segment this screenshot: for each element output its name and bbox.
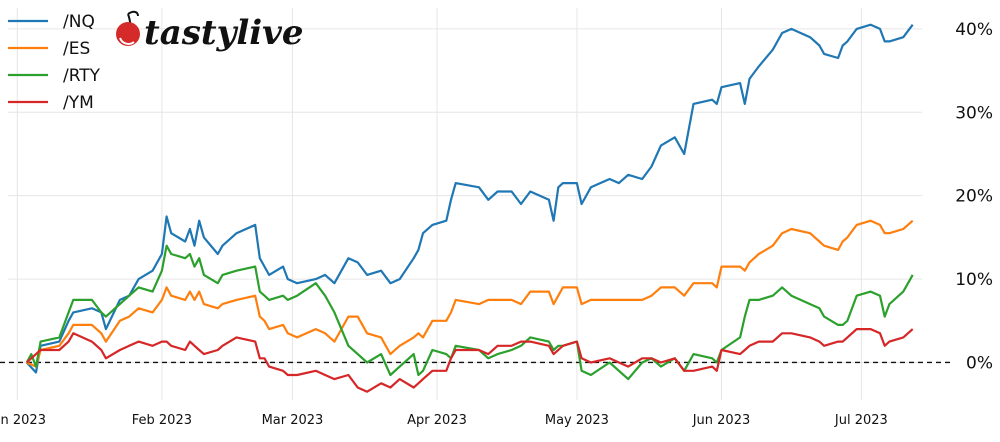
- y-tick-label: 40%: [955, 20, 993, 40]
- y-tick-label: 0%: [966, 353, 993, 373]
- x-tick-label: May 2023: [545, 413, 609, 428]
- cherry-icon: [116, 10, 140, 46]
- y-tick-label: 30%: [955, 103, 993, 123]
- y-tick-label: 20%: [955, 187, 993, 207]
- y-tick-label: 10%: [955, 270, 993, 290]
- legend-label-ym: /YM: [63, 93, 94, 113]
- y-axis-ticks: 0% 10% 20% 30% 40%: [955, 20, 993, 374]
- x-tick-label: Apr 2023: [407, 413, 467, 428]
- x-tick-label: Mar 2023: [262, 413, 324, 428]
- legend-label-rty: /RTY: [63, 66, 101, 86]
- series-lines: [25, 23, 914, 393]
- logo-wordmark: tastylive: [144, 13, 304, 53]
- x-tick-label: Feb 2023: [132, 413, 192, 428]
- series-line-rty: [25, 244, 914, 381]
- x-tick-label: Jul 2023: [834, 413, 888, 428]
- legend-label-es: /ES: [63, 39, 90, 59]
- legend: /NQ/ES/RTY/YM: [8, 12, 101, 113]
- tastylive-logo: tastylive: [116, 10, 304, 53]
- series-line-ym: [25, 328, 914, 393]
- x-axis-ticks: Jan 2023 Feb 2023 Mar 2023 Apr 2023 May 2023…: [0, 413, 888, 428]
- grid: [8, 8, 922, 400]
- legend-label-nq: /NQ: [63, 12, 95, 32]
- series-line-nq: [25, 23, 914, 374]
- x-tick-label: Jun 2023: [692, 413, 751, 428]
- x-tick-label: Jan 2023: [0, 413, 46, 428]
- series-line-es: [26, 219, 914, 368]
